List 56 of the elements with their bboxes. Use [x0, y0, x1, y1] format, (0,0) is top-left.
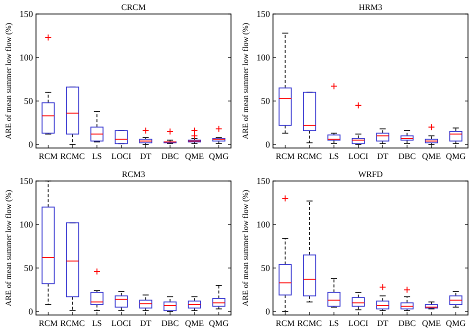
- x-tick-label: QME: [184, 318, 204, 328]
- x-tick-label: DBC: [161, 151, 180, 161]
- y-tick-label: 150: [20, 9, 34, 20]
- y-tick-label: 100: [20, 52, 34, 63]
- x-tick-label: QMG: [446, 318, 466, 328]
- chart-title: HRM3: [358, 2, 382, 12]
- y-axis-title: ARE of mean summer low flow (%): [241, 189, 250, 306]
- y-axis-title: ARE of mean summer low flow (%): [4, 189, 13, 306]
- chart-title: CRCM: [121, 2, 146, 12]
- x-tick-label: LS: [328, 151, 340, 161]
- x-tick-label: LOCI: [348, 151, 368, 161]
- y-tick-label: 0: [266, 140, 270, 150]
- y-axis-title: ARE of mean summer low flow (%): [4, 22, 13, 140]
- y-axis-title: ARE of mean summer low flow (%): [241, 22, 250, 140]
- x-tick-label: DT: [377, 318, 390, 328]
- y-tick-label: 50: [24, 96, 34, 106]
- x-tick-label: LOCI: [111, 151, 132, 161]
- x-tick-label: QMG: [446, 151, 466, 161]
- y-tick-label: 50: [261, 96, 270, 106]
- y-tick-label: 150: [256, 176, 270, 186]
- chart-title: WRFD: [358, 169, 383, 179]
- x-tick-label: QME: [422, 151, 441, 161]
- y-tick-label: 0: [28, 140, 34, 150]
- x-tick-label: QMG: [208, 318, 229, 328]
- y-tick-label: 50: [24, 263, 34, 274]
- x-tick-label: RCM: [276, 151, 296, 161]
- x-tick-label: DBC: [398, 151, 416, 161]
- x-tick-label: DT: [377, 151, 390, 161]
- y-tick-label: 0: [266, 306, 270, 317]
- x-tick-label: RCMC: [297, 151, 322, 161]
- x-tick-label: LS: [92, 151, 102, 161]
- x-tick-label: DT: [140, 151, 152, 161]
- chart-title: RCM3: [122, 169, 146, 179]
- x-tick-label: RCMC: [60, 318, 86, 328]
- x-tick-label: RCM: [38, 151, 58, 161]
- y-tick-label: 50: [261, 263, 270, 274]
- x-tick-label: DBC: [398, 318, 416, 328]
- y-tick-label: 100: [20, 220, 34, 230]
- x-tick-label: DT: [140, 318, 152, 328]
- y-tick-label: 100: [256, 220, 270, 230]
- x-tick-label: LS: [328, 318, 340, 328]
- x-tick-label: QME: [184, 151, 204, 161]
- x-tick-label: LS: [92, 318, 102, 328]
- y-tick-label: 150: [256, 9, 270, 20]
- x-tick-label: RCMC: [60, 151, 86, 161]
- x-tick-label: RCM: [276, 318, 296, 328]
- x-tick-label: QME: [422, 318, 441, 328]
- x-tick-label: LOCI: [348, 318, 368, 328]
- x-tick-label: RCMC: [297, 318, 322, 328]
- x-tick-label: LOCI: [111, 318, 132, 328]
- x-tick-label: QMG: [208, 151, 229, 161]
- y-tick-label: 100: [256, 52, 270, 63]
- y-tick-label: 0: [28, 306, 34, 317]
- x-tick-label: DBC: [161, 318, 180, 328]
- x-tick-label: RCM: [38, 318, 58, 328]
- y-tick-label: 150: [20, 176, 34, 186]
